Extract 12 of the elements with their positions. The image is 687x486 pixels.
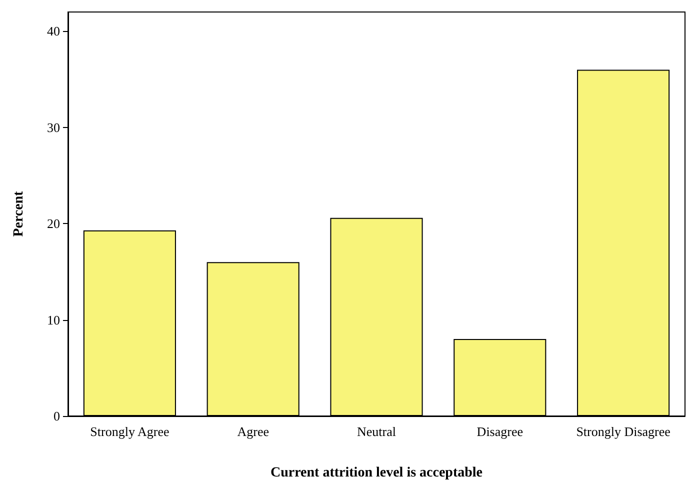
x-tick-label: Neutral	[357, 424, 396, 439]
y-tick-label: 0	[54, 408, 60, 424]
y-tick-label: 40	[47, 24, 60, 39]
y-tick-label: 10	[47, 312, 60, 328]
y-tick-label: 30	[47, 120, 60, 135]
y-tick-label: 20	[47, 216, 60, 232]
x-tick-label: Strongly Disagree	[576, 424, 671, 439]
x-tick-label: Agree	[237, 424, 270, 439]
x-tick-label: Strongly Agree	[90, 424, 170, 439]
x-axis-title: Current attrition level is acceptable	[270, 466, 483, 480]
x-tick-label: Disagree	[476, 424, 524, 439]
y-axis-title: Percent	[12, 190, 26, 237]
